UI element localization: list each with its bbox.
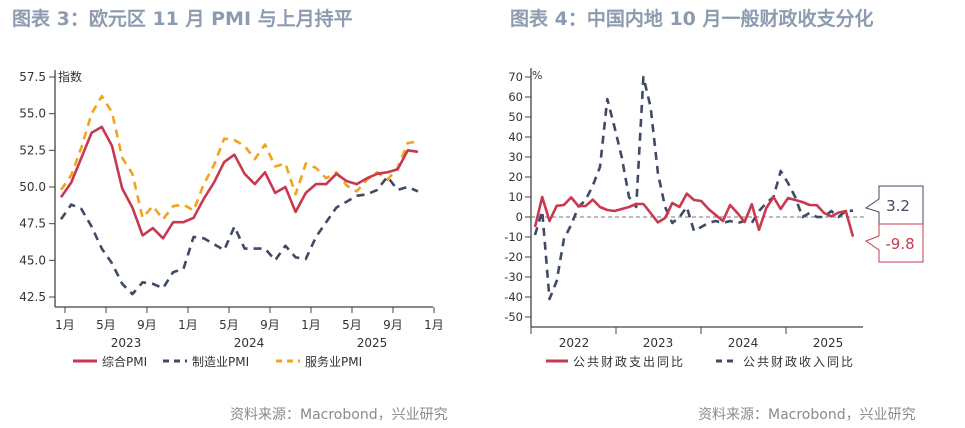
- left-x-tick-label: 9月: [137, 318, 157, 332]
- series-line-services-pmi: [59, 94, 419, 221]
- right-y-tick-label: -50: [504, 310, 523, 324]
- right-y-tick-label: -30: [504, 270, 523, 284]
- left-x-tick-label: 5月: [342, 318, 362, 332]
- left-year-label: 2023: [111, 336, 142, 350]
- left-x-tick-label: 1月: [424, 318, 444, 332]
- left-y-axis-label: 指数: [58, 69, 82, 84]
- right-y-tick-label: 50: [508, 110, 523, 124]
- series-line-revenue-yoy: [533, 75, 854, 301]
- legend-label: 综合PMI: [102, 354, 147, 369]
- left-year-label: 2025: [357, 336, 388, 350]
- series-line-manufacturing-pmi: [59, 175, 419, 296]
- callout-expenditure-box: [864, 223, 924, 263]
- right-y-tick-label: 60: [508, 90, 523, 104]
- right-chart-source: 资料来源：Macrobond，兴业研究: [698, 407, 916, 423]
- right-y-axis-label: %: [532, 69, 542, 82]
- callout-revenue-box: [864, 185, 924, 225]
- series-line-composite-pmi: [59, 125, 419, 240]
- left-year-label: 2024: [234, 336, 265, 350]
- right-y-tick-label: -20: [504, 250, 523, 264]
- left-x-tick-label: 1月: [301, 318, 321, 332]
- right-y-tick-label: 0: [516, 210, 523, 224]
- left-y-tick-label: 52.5: [19, 143, 46, 157]
- right-year-label: 2024: [728, 336, 759, 350]
- legend-label: 制造业PMI: [192, 355, 249, 369]
- left-y-tick-label: 47.5: [19, 217, 46, 231]
- right-y-tick-label: 10: [508, 190, 523, 204]
- right-year-label: 2022: [559, 336, 590, 350]
- legend-label: 服务业PMI: [305, 354, 362, 369]
- right-y-tick-label: -10: [504, 230, 523, 244]
- left-x-tick-label: 1月: [55, 318, 75, 332]
- callout-revenue-label: 3.2: [886, 197, 910, 215]
- right-chart-title: 图表 4：中国内地 10 月一般财政收支分化: [510, 8, 874, 30]
- right-y-tick-label: 20: [508, 170, 523, 184]
- legend-label: 公共财政收入同比: [743, 355, 855, 369]
- callout-expenditure-label: -9.8: [885, 235, 914, 253]
- left-x-tick-label: 5月: [219, 318, 239, 332]
- left-chart-source: 资料来源：Macrobond，兴业研究: [230, 407, 448, 423]
- left-x-tick-label: 9月: [260, 318, 280, 332]
- right-y-tick-label: 40: [508, 130, 523, 144]
- left-x-tick-label: 1月: [178, 318, 198, 332]
- left-y-tick-label: 42.5: [19, 290, 46, 304]
- right-year-label: 2025: [813, 336, 844, 350]
- left-chart-title: 图表 3：欧元区 11 月 PMI 与上月持平: [12, 8, 353, 30]
- right-year-label: 2023: [643, 336, 674, 350]
- right-y-tick-label: -40: [504, 290, 523, 304]
- series-line-expenditure-yoy: [533, 192, 855, 237]
- right-y-tick-label: 30: [508, 150, 523, 164]
- left-y-tick-label: 45.0: [19, 253, 46, 267]
- left-x-tick-label: 5月: [96, 318, 116, 332]
- left-y-tick-label: 50.0: [19, 180, 46, 194]
- right-y-tick-label: 70: [508, 70, 523, 84]
- left-y-tick-label: 57.5: [19, 70, 46, 84]
- left-x-tick-label: 9月: [383, 318, 403, 332]
- left-y-tick-label: 55.0: [19, 107, 46, 121]
- legend-label: 公共财政支出同比: [573, 355, 685, 369]
